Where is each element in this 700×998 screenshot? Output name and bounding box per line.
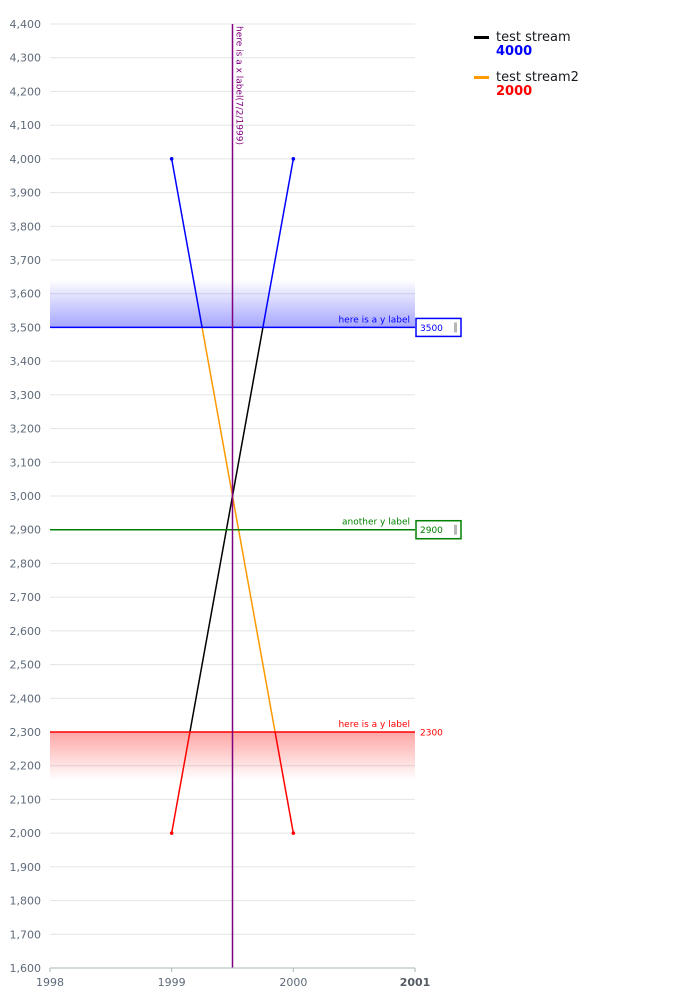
- y-tick-label: 2,000: [10, 827, 42, 840]
- y-tick-label: 3,400: [10, 355, 42, 368]
- series-line-segment: [274, 731, 295, 834]
- y-tick-label: 4,000: [10, 153, 42, 166]
- y-tick-label: 3,300: [10, 389, 42, 402]
- threshold-label: another y label: [342, 518, 410, 528]
- y-tick-label: 2,100: [10, 793, 42, 806]
- y-tick-label: 2,900: [10, 524, 42, 537]
- y-tick-label: 2,500: [10, 659, 42, 672]
- threshold-value-label: 3500: [420, 324, 443, 334]
- x-annotations: here is a x label(7/2/1999): [231, 24, 244, 968]
- legend-item-test-stream2[interactable]: test stream2 2000: [474, 70, 579, 98]
- x-tick-label: 1999: [158, 976, 186, 989]
- y-tick-label: 3,100: [10, 456, 42, 469]
- y-tick-label: 1,600: [10, 962, 42, 975]
- y-tick-label: 3,700: [10, 254, 42, 267]
- x-tick-label: 2000: [279, 976, 307, 989]
- legend-series-name: test stream: [496, 30, 571, 45]
- y-tick-label: 3,600: [10, 288, 42, 301]
- y-tick-label: 4,100: [10, 119, 42, 132]
- series-line-segment: [170, 158, 203, 328]
- y-tick-label: 3,800: [10, 220, 42, 233]
- drag-handle-icon[interactable]: [454, 524, 457, 535]
- y-tick-label: 2,400: [10, 692, 42, 705]
- threshold-label: here is a y label: [338, 720, 410, 730]
- series-point[interactable]: [169, 831, 174, 835]
- threshold-value-box[interactable]: [415, 317, 462, 338]
- series-line-segment: [262, 158, 295, 328]
- threshold-lines: here is a y label 3500 another y label 2900…: [50, 315, 462, 739]
- legend: test stream 4000 test stream2 2000: [474, 30, 579, 110]
- legend-swatch: [474, 36, 489, 39]
- y-tick-label: 3,900: [10, 187, 42, 200]
- y-tick-label: 2,700: [10, 591, 42, 604]
- series-point[interactable]: [169, 157, 174, 161]
- threshold-value-box[interactable]: [415, 519, 462, 540]
- drag-handle-icon[interactable]: [454, 322, 457, 333]
- y-tick-label: 3,000: [10, 490, 42, 503]
- x-annotation-label: here is a x label(7/2/1999): [234, 26, 244, 145]
- x-tick-label: 2001: [400, 976, 431, 989]
- y-tick-label: 2,300: [10, 726, 42, 739]
- legend-swatch: [474, 76, 489, 79]
- y-tick-label: 3,500: [10, 321, 42, 334]
- y-tick-label: 2,200: [10, 760, 42, 773]
- series-point[interactable]: [291, 157, 296, 161]
- y-tick-label: 1,900: [10, 861, 42, 874]
- threshold-label: here is a y label: [338, 315, 410, 325]
- y-tick-label: 4,400: [10, 18, 42, 31]
- y-tick-label: 2,800: [10, 557, 42, 570]
- y-tick-label: 1,800: [10, 895, 42, 908]
- legend-series-value: 4000: [496, 44, 533, 59]
- legend-series-name: test stream2: [496, 70, 579, 85]
- y-tick-label: 4,200: [10, 85, 42, 98]
- y-tick-label: 3,200: [10, 423, 42, 436]
- axes: 1,600 1,700 1,800 1,900 2,000 2,100 2,200 2,300…: [10, 18, 431, 989]
- y-tick-label: 2,600: [10, 625, 42, 638]
- y-tick-label: 4,300: [10, 52, 42, 65]
- series-line-segment: [170, 731, 191, 834]
- threshold-value-label: 2300: [420, 729, 443, 739]
- threshold-value-label: 2900: [420, 526, 443, 536]
- x-tick-label: 1998: [36, 976, 64, 989]
- legend-item-test-stream[interactable]: test stream 4000: [474, 30, 579, 58]
- y-tick-label: 1,700: [10, 928, 42, 941]
- legend-series-value: 2000: [496, 84, 533, 99]
- series-point[interactable]: [291, 831, 296, 835]
